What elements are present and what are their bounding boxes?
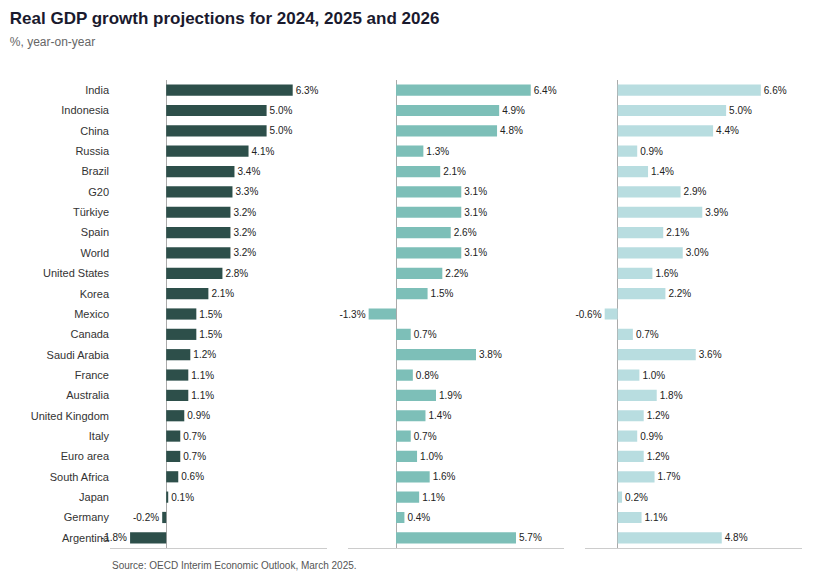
svg-text:2.2%: 2.2% bbox=[445, 268, 468, 279]
svg-text:0.7%: 0.7% bbox=[414, 329, 437, 340]
svg-text:2.1%: 2.1% bbox=[211, 288, 234, 299]
svg-text:1.5%: 1.5% bbox=[199, 309, 222, 320]
svg-text:2.1%: 2.1% bbox=[443, 166, 466, 177]
svg-text:0.4%: 0.4% bbox=[407, 512, 430, 523]
svg-text:France: France bbox=[75, 369, 109, 381]
svg-text:Euro area: Euro area bbox=[61, 450, 110, 462]
svg-text:0.9%: 0.9% bbox=[640, 431, 663, 442]
svg-text:0.1%: 0.1% bbox=[171, 492, 194, 503]
svg-text:3.8%: 3.8% bbox=[479, 349, 502, 360]
svg-text:0.9%: 0.9% bbox=[187, 410, 210, 421]
svg-text:Japan: Japan bbox=[79, 491, 109, 503]
svg-text:4.9%: 4.9% bbox=[502, 105, 525, 116]
svg-text:1.4%: 1.4% bbox=[428, 410, 451, 421]
svg-text:3.0%: 3.0% bbox=[686, 247, 709, 258]
svg-text:1.3%: 1.3% bbox=[426, 146, 449, 157]
svg-text:1.2%: 1.2% bbox=[193, 349, 216, 360]
svg-text:1.0%: 1.0% bbox=[420, 451, 443, 462]
svg-text:Italy: Italy bbox=[89, 430, 110, 442]
svg-text:Korea: Korea bbox=[80, 288, 110, 300]
svg-text:3.3%: 3.3% bbox=[235, 186, 258, 197]
svg-text:Canada: Canada bbox=[70, 328, 109, 340]
svg-text:1.2%: 1.2% bbox=[647, 410, 670, 421]
svg-text:-0.6%: -0.6% bbox=[575, 309, 601, 320]
svg-text:3.1%: 3.1% bbox=[464, 207, 487, 218]
svg-text:3.2%: 3.2% bbox=[233, 207, 256, 218]
svg-text:3.1%: 3.1% bbox=[464, 186, 487, 197]
svg-text:0.6%: 0.6% bbox=[181, 471, 204, 482]
svg-text:Real GDP growth projections fo: Real GDP growth projections for 2024, 20… bbox=[10, 9, 440, 49]
svg-text:5.7%: 5.7% bbox=[519, 532, 542, 543]
svg-text:6.3%: 6.3% bbox=[296, 85, 319, 96]
svg-text:Russia: Russia bbox=[75, 145, 110, 157]
svg-text:1.2%: 1.2% bbox=[647, 451, 670, 462]
svg-text:6.4%: 6.4% bbox=[534, 85, 557, 96]
svg-text:Spain: Spain bbox=[81, 226, 109, 238]
svg-text:1.6%: 1.6% bbox=[433, 471, 456, 482]
svg-text:0.7%: 0.7% bbox=[183, 431, 206, 442]
svg-text:1.1%: 1.1% bbox=[191, 370, 214, 381]
svg-text:2.6%: 2.6% bbox=[454, 227, 477, 238]
svg-text:Türkiye: Türkiye bbox=[73, 206, 109, 218]
svg-text:4.4%: 4.4% bbox=[716, 125, 739, 136]
svg-text:Source: OECD Interim Economic: Source: OECD Interim Economic Outlook, M… bbox=[112, 560, 357, 571]
svg-text:-0.2%: -0.2% bbox=[133, 512, 159, 523]
svg-text:6.6%: 6.6% bbox=[764, 85, 787, 96]
svg-text:5.0%: 5.0% bbox=[270, 105, 293, 116]
svg-text:5.0%: 5.0% bbox=[270, 125, 293, 136]
svg-text:China: China bbox=[80, 125, 110, 137]
svg-text:1.1%: 1.1% bbox=[191, 390, 214, 401]
svg-text:Indonesia: Indonesia bbox=[61, 104, 110, 116]
svg-text:Argentina: Argentina bbox=[62, 532, 110, 544]
svg-text:-1.8%: -1.8% bbox=[101, 532, 127, 543]
svg-text:4.1%: 4.1% bbox=[252, 146, 275, 157]
svg-text:Australia: Australia bbox=[66, 389, 110, 401]
svg-text:0.7%: 0.7% bbox=[183, 451, 206, 462]
svg-text:0.7%: 0.7% bbox=[414, 431, 437, 442]
svg-text:0.9%: 0.9% bbox=[640, 146, 663, 157]
svg-text:1.6%: 1.6% bbox=[655, 268, 678, 279]
svg-text:1.8%: 1.8% bbox=[660, 390, 683, 401]
svg-text:3.6%: 3.6% bbox=[699, 349, 722, 360]
svg-text:India: India bbox=[85, 84, 110, 96]
svg-text:G20: G20 bbox=[88, 186, 109, 198]
svg-text:United States: United States bbox=[43, 267, 110, 279]
svg-text:0.8%: 0.8% bbox=[416, 370, 439, 381]
svg-text:4.8%: 4.8% bbox=[500, 125, 523, 136]
svg-text:United Kingdom: United Kingdom bbox=[31, 410, 109, 422]
svg-text:2.2%: 2.2% bbox=[668, 288, 691, 299]
svg-text:3.2%: 3.2% bbox=[233, 247, 256, 258]
svg-text:2.1%: 2.1% bbox=[666, 227, 689, 238]
svg-text:1.1%: 1.1% bbox=[645, 512, 668, 523]
svg-text:3.2%: 3.2% bbox=[233, 227, 256, 238]
svg-text:3.1%: 3.1% bbox=[464, 247, 487, 258]
svg-text:4.8%: 4.8% bbox=[725, 532, 748, 543]
svg-text:5.0%: 5.0% bbox=[729, 105, 752, 116]
svg-text:-1.3%: -1.3% bbox=[339, 309, 365, 320]
svg-text:1.1%: 1.1% bbox=[422, 492, 445, 503]
svg-text:1.5%: 1.5% bbox=[431, 288, 454, 299]
svg-text:2.9%: 2.9% bbox=[684, 186, 707, 197]
svg-text:3.4%: 3.4% bbox=[237, 166, 260, 177]
svg-text:2.8%: 2.8% bbox=[225, 268, 248, 279]
svg-text:Brazil: Brazil bbox=[81, 165, 109, 177]
svg-text:World: World bbox=[80, 247, 109, 259]
svg-text:1.4%: 1.4% bbox=[651, 166, 674, 177]
svg-text:Mexico: Mexico bbox=[74, 308, 109, 320]
svg-text:1.5%: 1.5% bbox=[199, 329, 222, 340]
svg-text:South Africa: South Africa bbox=[50, 471, 110, 483]
svg-text:0.2%: 0.2% bbox=[625, 492, 648, 503]
svg-text:0.7%: 0.7% bbox=[636, 329, 659, 340]
svg-text:3.9%: 3.9% bbox=[705, 207, 728, 218]
svg-text:1.0%: 1.0% bbox=[642, 370, 665, 381]
svg-text:1.7%: 1.7% bbox=[658, 471, 681, 482]
svg-text:1.9%: 1.9% bbox=[439, 390, 462, 401]
svg-text:Germany: Germany bbox=[64, 511, 110, 523]
svg-text:Saudi Arabia: Saudi Arabia bbox=[47, 349, 110, 361]
